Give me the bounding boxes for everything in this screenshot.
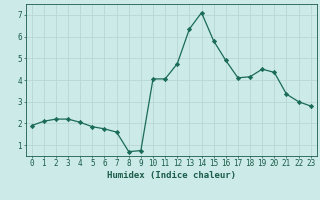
X-axis label: Humidex (Indice chaleur): Humidex (Indice chaleur) [107, 171, 236, 180]
